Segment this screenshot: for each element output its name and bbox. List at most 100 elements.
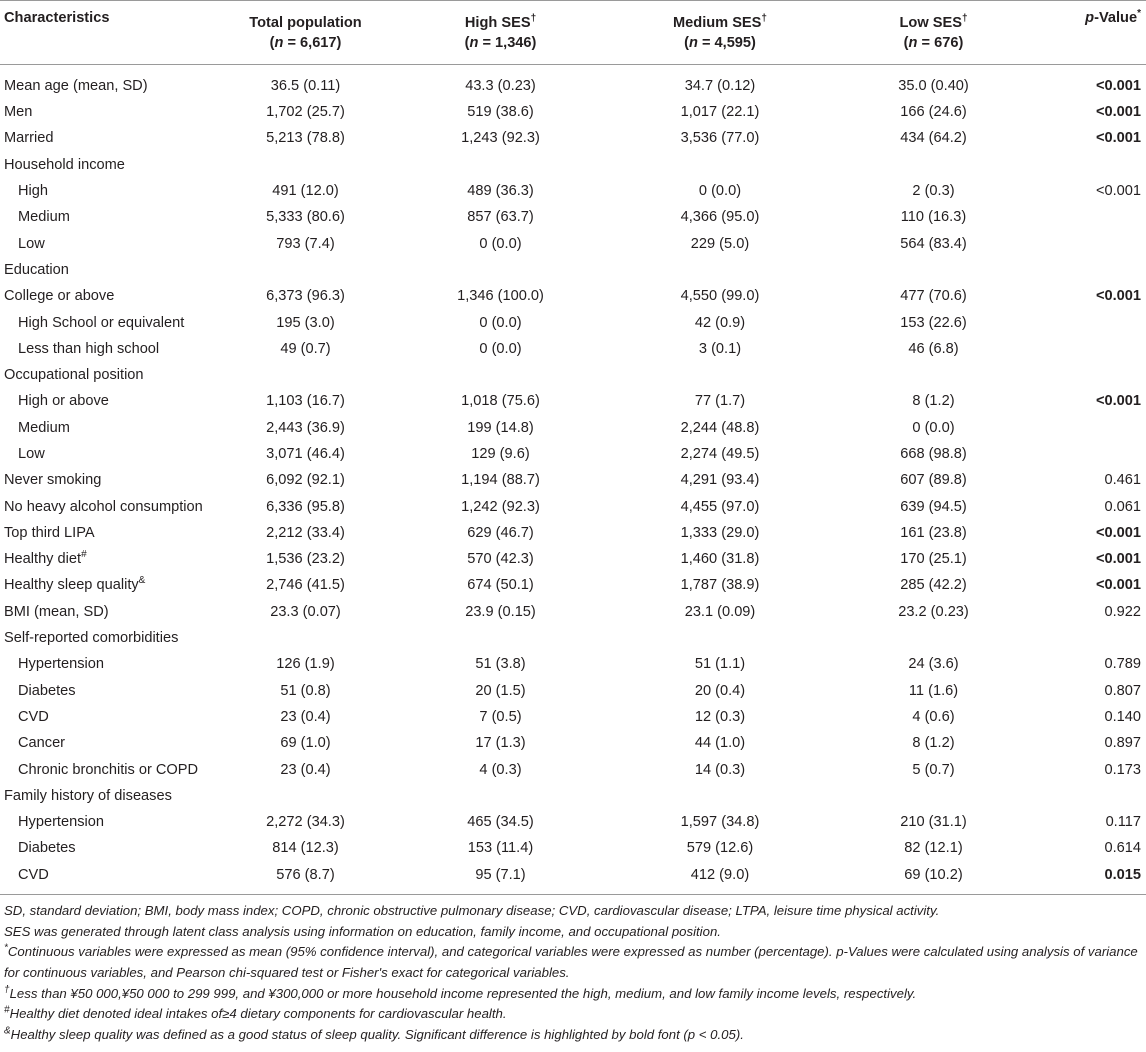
column-header-title: p-Value <box>1085 10 1138 26</box>
cell-total: 5,333 (80.6) <box>266 209 345 226</box>
footnote-mark: * <box>4 942 8 954</box>
row-label-text: Less than high school <box>18 340 160 357</box>
cell-p-value: <0.001 <box>1095 104 1141 121</box>
cell-high: 1,242 (92.3) <box>461 498 540 515</box>
cell-total: 6,373 (96.3) <box>266 288 345 305</box>
cell-high: 95 (7.1) <box>475 866 526 883</box>
row-label-text: Hypertension <box>18 814 104 831</box>
footnote-text: Healthy sleep quality was defined as a g… <box>10 1027 744 1043</box>
cell-total: 6,092 (92.1) <box>266 472 345 489</box>
cell-total: 491 (12.0) <box>272 183 339 200</box>
cell-high: 857 (63.7) <box>467 209 534 226</box>
table-row: CVD 23 (0.4) 7 (0.5) 12 (0.3) 4 (0.6) 0.140 <box>0 704 1146 730</box>
table-row: Healthy sleep quality& 2,746 (41.5) 674 (5… <box>0 572 1146 598</box>
row-label: High or above <box>0 388 216 414</box>
footnote-mark: # <box>4 1005 10 1017</box>
cell-p-value: 0.173 <box>1104 761 1141 778</box>
cell-p-value <box>1033 362 1146 388</box>
row-label-text: CVD <box>18 866 49 883</box>
footnote: SES was generated through latent class a… <box>4 922 1144 943</box>
cell-low: 607 (89.8) <box>900 472 967 489</box>
row-label: Education <box>0 257 216 283</box>
table-row: Medium 5,333 (80.6) 857 (63.7) 4,366 (95.0)… <box>0 204 1146 230</box>
cell-medium: 44 (1.0) <box>694 735 746 752</box>
row-label: Self-reported comorbidities <box>0 625 216 651</box>
cell-high <box>395 152 606 178</box>
row-label-text: Never smoking <box>4 472 102 489</box>
footnote-text: Less than ¥50 000,¥50 000 to 299 999, an… <box>9 985 917 1001</box>
cell-p-value: 0.015 <box>1104 866 1141 883</box>
cell-total: 5,213 (78.8) <box>266 130 345 147</box>
table-row: High School or equivalent 195 (3.0) 0 (0.0… <box>0 309 1146 335</box>
row-label: Medium <box>0 415 216 441</box>
cell-high: 153 (11.4) <box>467 840 534 857</box>
table-row: CVD 576 (8.7) 95 (7.1) 412 (9.0) 69 (10.2) 0.… <box>0 862 1146 895</box>
row-label: Married <box>0 125 216 151</box>
column-header-count: (n = 676) <box>903 34 964 51</box>
cell-medium: 0 (0.0) <box>698 183 742 200</box>
column-header: Characteristics <box>0 1 216 65</box>
cell-high: 23.9 (0.15) <box>465 603 536 620</box>
cell-total: 36.5 (0.11) <box>270 78 341 94</box>
row-label-text: Medium <box>18 209 70 226</box>
cell-p-value <box>1033 336 1146 362</box>
cell-low: 210 (31.1) <box>900 814 967 831</box>
cell-medium: 1,787 (38.9) <box>680 577 760 594</box>
row-label-text: Diabetes <box>18 682 76 699</box>
cell-p-value: <0.001 <box>1095 551 1141 568</box>
cell-p-value: 0.117 <box>1105 814 1141 831</box>
table-row: Cancer 69 (1.0) 17 (1.3) 44 (1.0) 8 (1.2) 0.8… <box>0 730 1146 756</box>
cell-low: 82 (12.1) <box>904 840 963 857</box>
cell-p-value: <0.001 <box>1095 78 1141 94</box>
cell-low: 35.0 (0.40) <box>898 78 969 94</box>
column-header: p-Value* <box>1033 1 1146 65</box>
cell-low <box>834 152 1033 178</box>
cell-total: 49 (0.7) <box>280 340 331 357</box>
cell-medium: 23.1 (0.09) <box>684 603 756 620</box>
row-label: Healthy sleep quality& <box>0 572 216 598</box>
cell-medium: 1,597 (34.8) <box>680 814 760 831</box>
row-label: CVD <box>0 704 216 730</box>
column-header-count: (n = 1,346) <box>464 34 537 51</box>
footnote-text: Continuous variables were expressed as m… <box>4 944 1138 981</box>
cell-high <box>395 783 606 809</box>
row-label-text: Married <box>4 130 54 147</box>
cell-p-value <box>1033 204 1146 230</box>
row-label-text: Mean age (mean, SD) <box>4 78 148 94</box>
column-header-title: Low SES <box>899 14 962 31</box>
cell-medium: 412 (9.0) <box>690 866 750 883</box>
row-label-text: Family history of diseases <box>4 787 172 804</box>
cell-total <box>216 783 395 809</box>
cell-low: 434 (64.2) <box>900 130 967 147</box>
cell-medium: 42 (0.9) <box>694 314 746 331</box>
cell-high: 1,346 (100.0) <box>457 288 544 305</box>
cell-total <box>216 257 395 283</box>
row-label: Mean age (mean, SD) <box>0 65 216 100</box>
cell-low: 5 (0.7) <box>912 761 955 778</box>
row-label-text: High <box>18 183 49 200</box>
cell-low: 477 (70.6) <box>900 288 967 305</box>
row-label-text: No heavy alcohol consumption <box>4 498 203 515</box>
row-label-text: Low <box>18 446 45 462</box>
cell-low: 11 (1.6) <box>908 682 959 699</box>
table-row: Never smoking 6,092 (92.1) 1,194 (88.7) 4,2… <box>0 467 1146 493</box>
cell-p-value: <0.001 <box>1095 288 1141 305</box>
row-label: Occupational position <box>0 362 216 388</box>
table-row: Hypertension 126 (1.9) 51 (3.8) 51 (1.1) 24 … <box>0 651 1146 677</box>
cell-total: 23 (0.4) <box>280 761 331 778</box>
row-label: Household income <box>0 152 216 178</box>
cell-high: 17 (1.3) <box>475 735 526 752</box>
cell-low: 4 (0.6) <box>912 708 955 725</box>
row-label-text: BMI (mean, SD) <box>4 603 109 620</box>
cell-total: 51 (0.8) <box>280 682 331 699</box>
row-label-text: Occupational position <box>4 367 144 384</box>
cell-total: 3,071 (46.4) <box>266 446 345 462</box>
cell-p-value: <0.001 <box>1095 130 1141 147</box>
cell-high: 199 (14.8) <box>467 419 534 436</box>
table-row: Low 3,071 (46.4) 129 (9.6) 2,274 (49.5) 668 … <box>0 441 1146 467</box>
cell-medium: 4,366 (95.0) <box>680 209 760 226</box>
cell-total: 23 (0.4) <box>280 708 331 725</box>
cell-high <box>395 362 606 388</box>
row-label: Men <box>0 99 216 125</box>
